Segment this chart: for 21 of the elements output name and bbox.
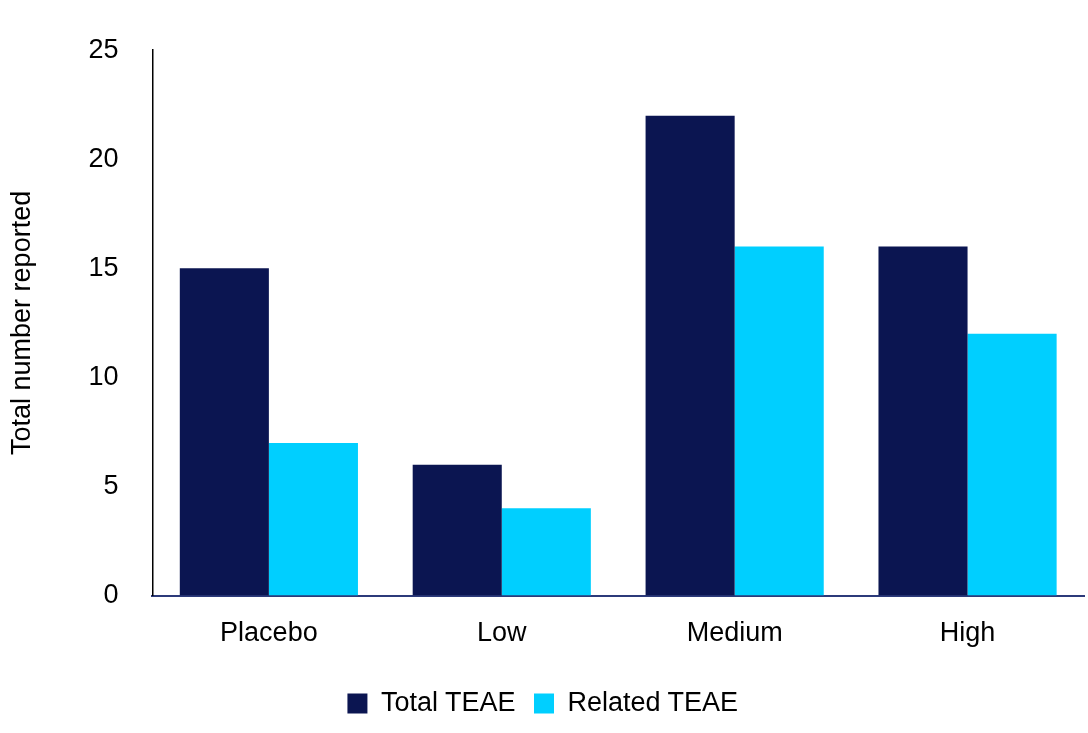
x-tick-label: High bbox=[939, 617, 996, 648]
bar bbox=[967, 333, 1057, 596]
y-tick-label: 20 bbox=[88, 142, 119, 173]
legend-label: Total TEAE bbox=[380, 686, 516, 717]
bar bbox=[412, 464, 502, 596]
bar bbox=[645, 115, 735, 596]
bar bbox=[268, 442, 358, 596]
x-tick-label: Low bbox=[477, 617, 528, 648]
bar bbox=[734, 246, 824, 596]
legend-label: Related TEAE bbox=[567, 686, 739, 717]
bar bbox=[878, 246, 968, 596]
y-tick-label: 5 bbox=[103, 469, 119, 500]
bar bbox=[501, 508, 591, 596]
bar bbox=[179, 268, 269, 596]
x-tick-label: Medium bbox=[686, 617, 783, 648]
y-tick-label: 10 bbox=[88, 360, 119, 391]
y-tick-label: 15 bbox=[88, 251, 119, 282]
y-tick-label: 0 bbox=[103, 579, 119, 610]
y-tick-label: 25 bbox=[88, 33, 119, 64]
x-tick-label: Placebo bbox=[220, 617, 318, 648]
y-axis-title: Total number reported bbox=[5, 190, 36, 455]
